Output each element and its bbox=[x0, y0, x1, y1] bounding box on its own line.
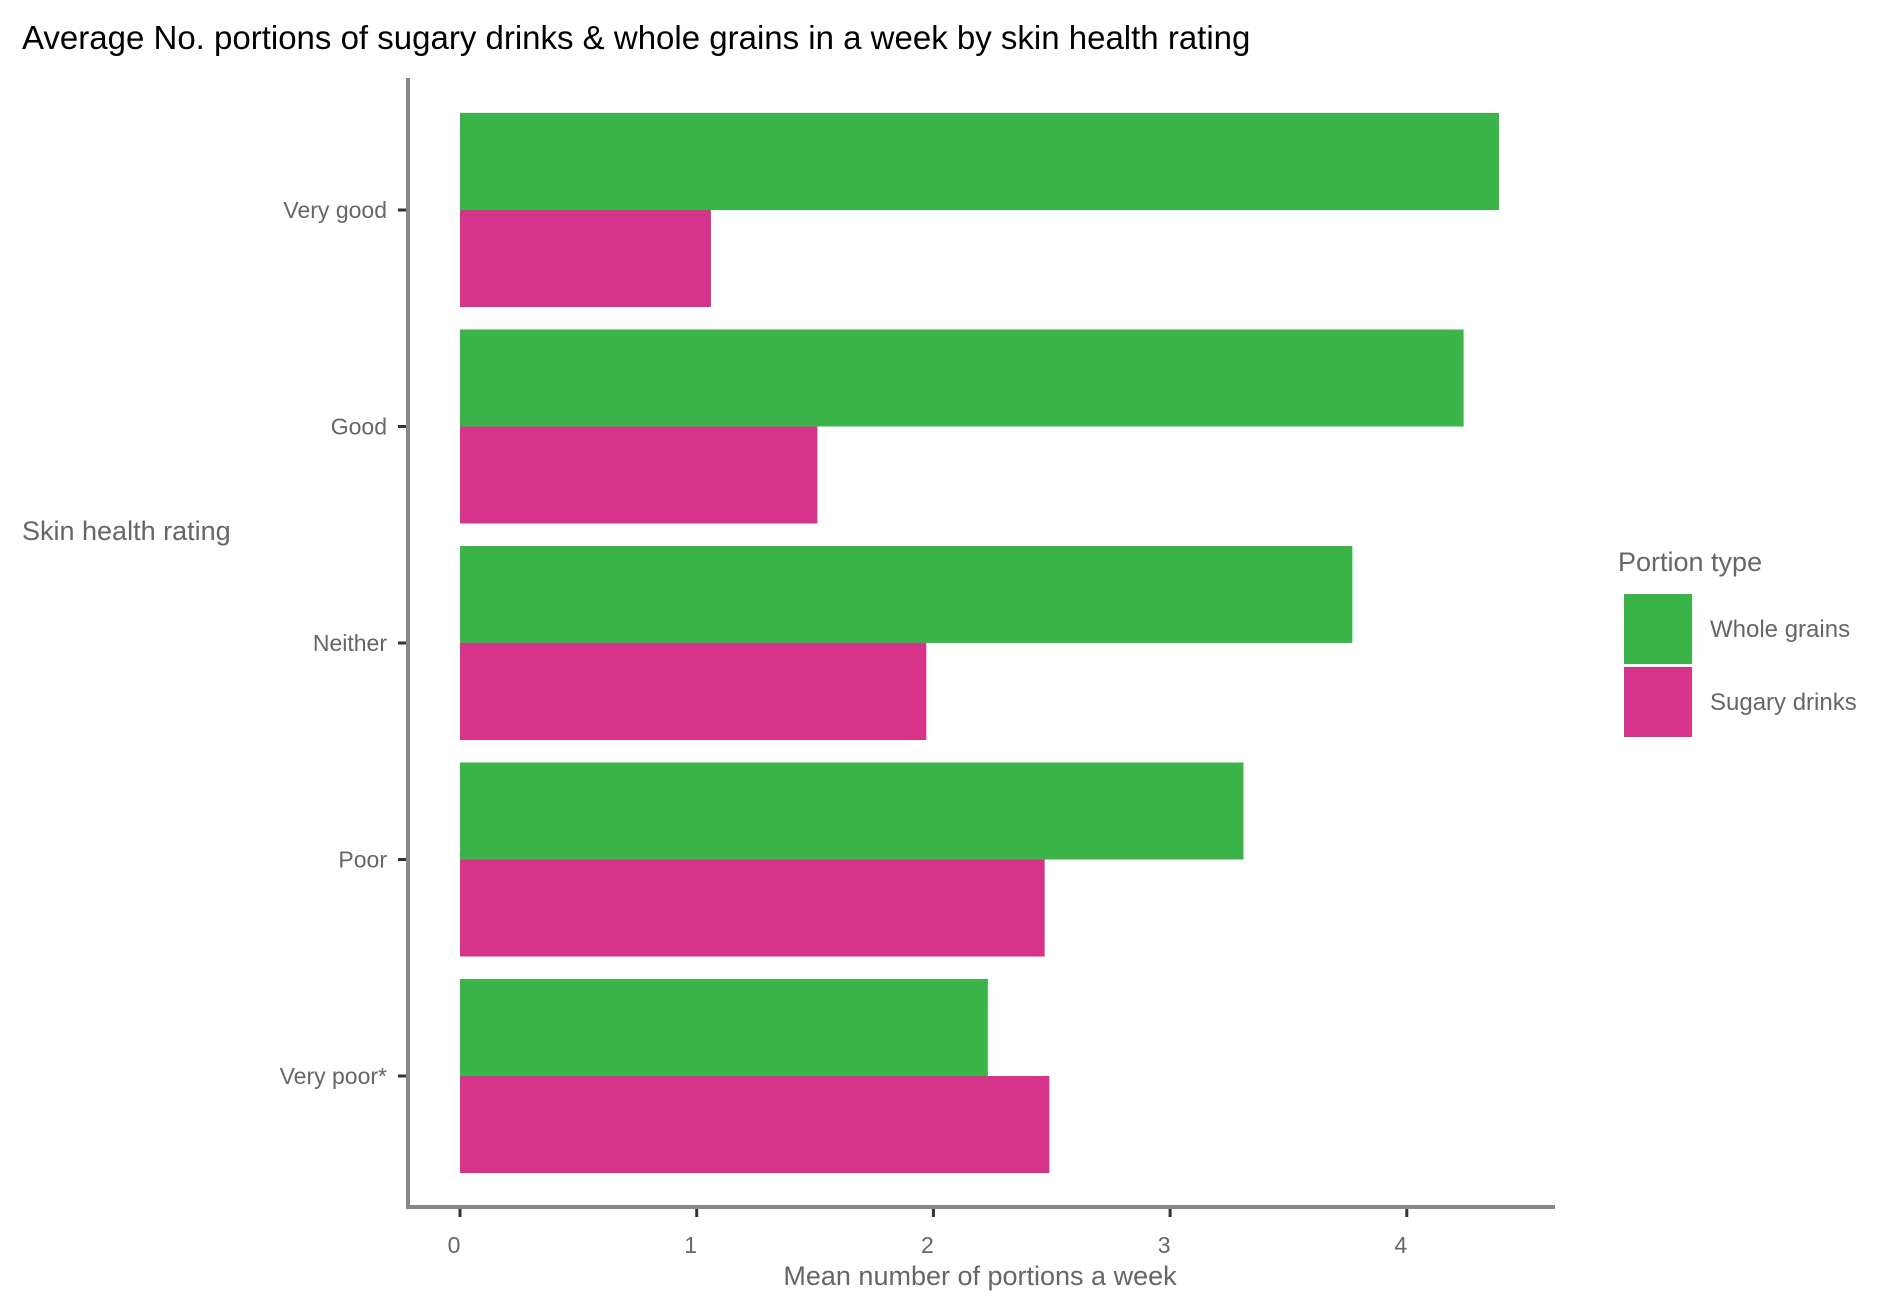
legend-title: Portion type bbox=[1618, 547, 1762, 577]
y-axis-title: Skin health rating bbox=[22, 516, 231, 546]
x-axis-title: Mean number of portions a week bbox=[783, 1261, 1177, 1291]
y-tick-label: Neither bbox=[313, 630, 387, 656]
y-tick-label: Good bbox=[331, 414, 387, 440]
legend-label: Whole grains bbox=[1710, 616, 1850, 643]
bar-whole-grains-2 bbox=[460, 546, 1353, 643]
x-tick-label: 4 bbox=[1394, 1232, 1407, 1258]
legend-swatch-sugary-drinks bbox=[1624, 667, 1692, 737]
bar-sugary-drinks-2 bbox=[460, 643, 927, 740]
bar-sugary-drinks-1 bbox=[460, 426, 818, 524]
x-tick-label: 1 bbox=[684, 1232, 697, 1258]
bar-sugary-drinks-0 bbox=[460, 210, 711, 307]
bar-whole-grains-4 bbox=[460, 979, 988, 1076]
bar-whole-grains-1 bbox=[460, 329, 1464, 427]
y-tick-label: Very poor* bbox=[280, 1063, 387, 1089]
legend-label: Sugary drinks bbox=[1710, 689, 1857, 716]
y-tick-label: Poor bbox=[338, 847, 387, 873]
chart-title: Average No. portions of sugary drinks & … bbox=[22, 19, 1250, 56]
bar-whole-grains-0 bbox=[460, 113, 1500, 210]
x-tick-label: 0 bbox=[448, 1232, 461, 1258]
bar-sugary-drinks-3 bbox=[460, 859, 1045, 957]
bar-sugary-drinks-4 bbox=[460, 1076, 1050, 1173]
y-tick-label: Very good bbox=[283, 197, 387, 223]
legend: Portion type Whole grains Sugary drinks bbox=[1618, 547, 1857, 737]
legend-swatch-whole-grains bbox=[1624, 594, 1692, 664]
bar-whole-grains-3 bbox=[460, 762, 1244, 860]
x-tick-label: 3 bbox=[1158, 1232, 1171, 1258]
plot-area: Very good Good Neither Poor Very poor* 0 1 2 3 4 bbox=[280, 113, 1500, 1258]
x-tick-label: 2 bbox=[921, 1232, 934, 1258]
